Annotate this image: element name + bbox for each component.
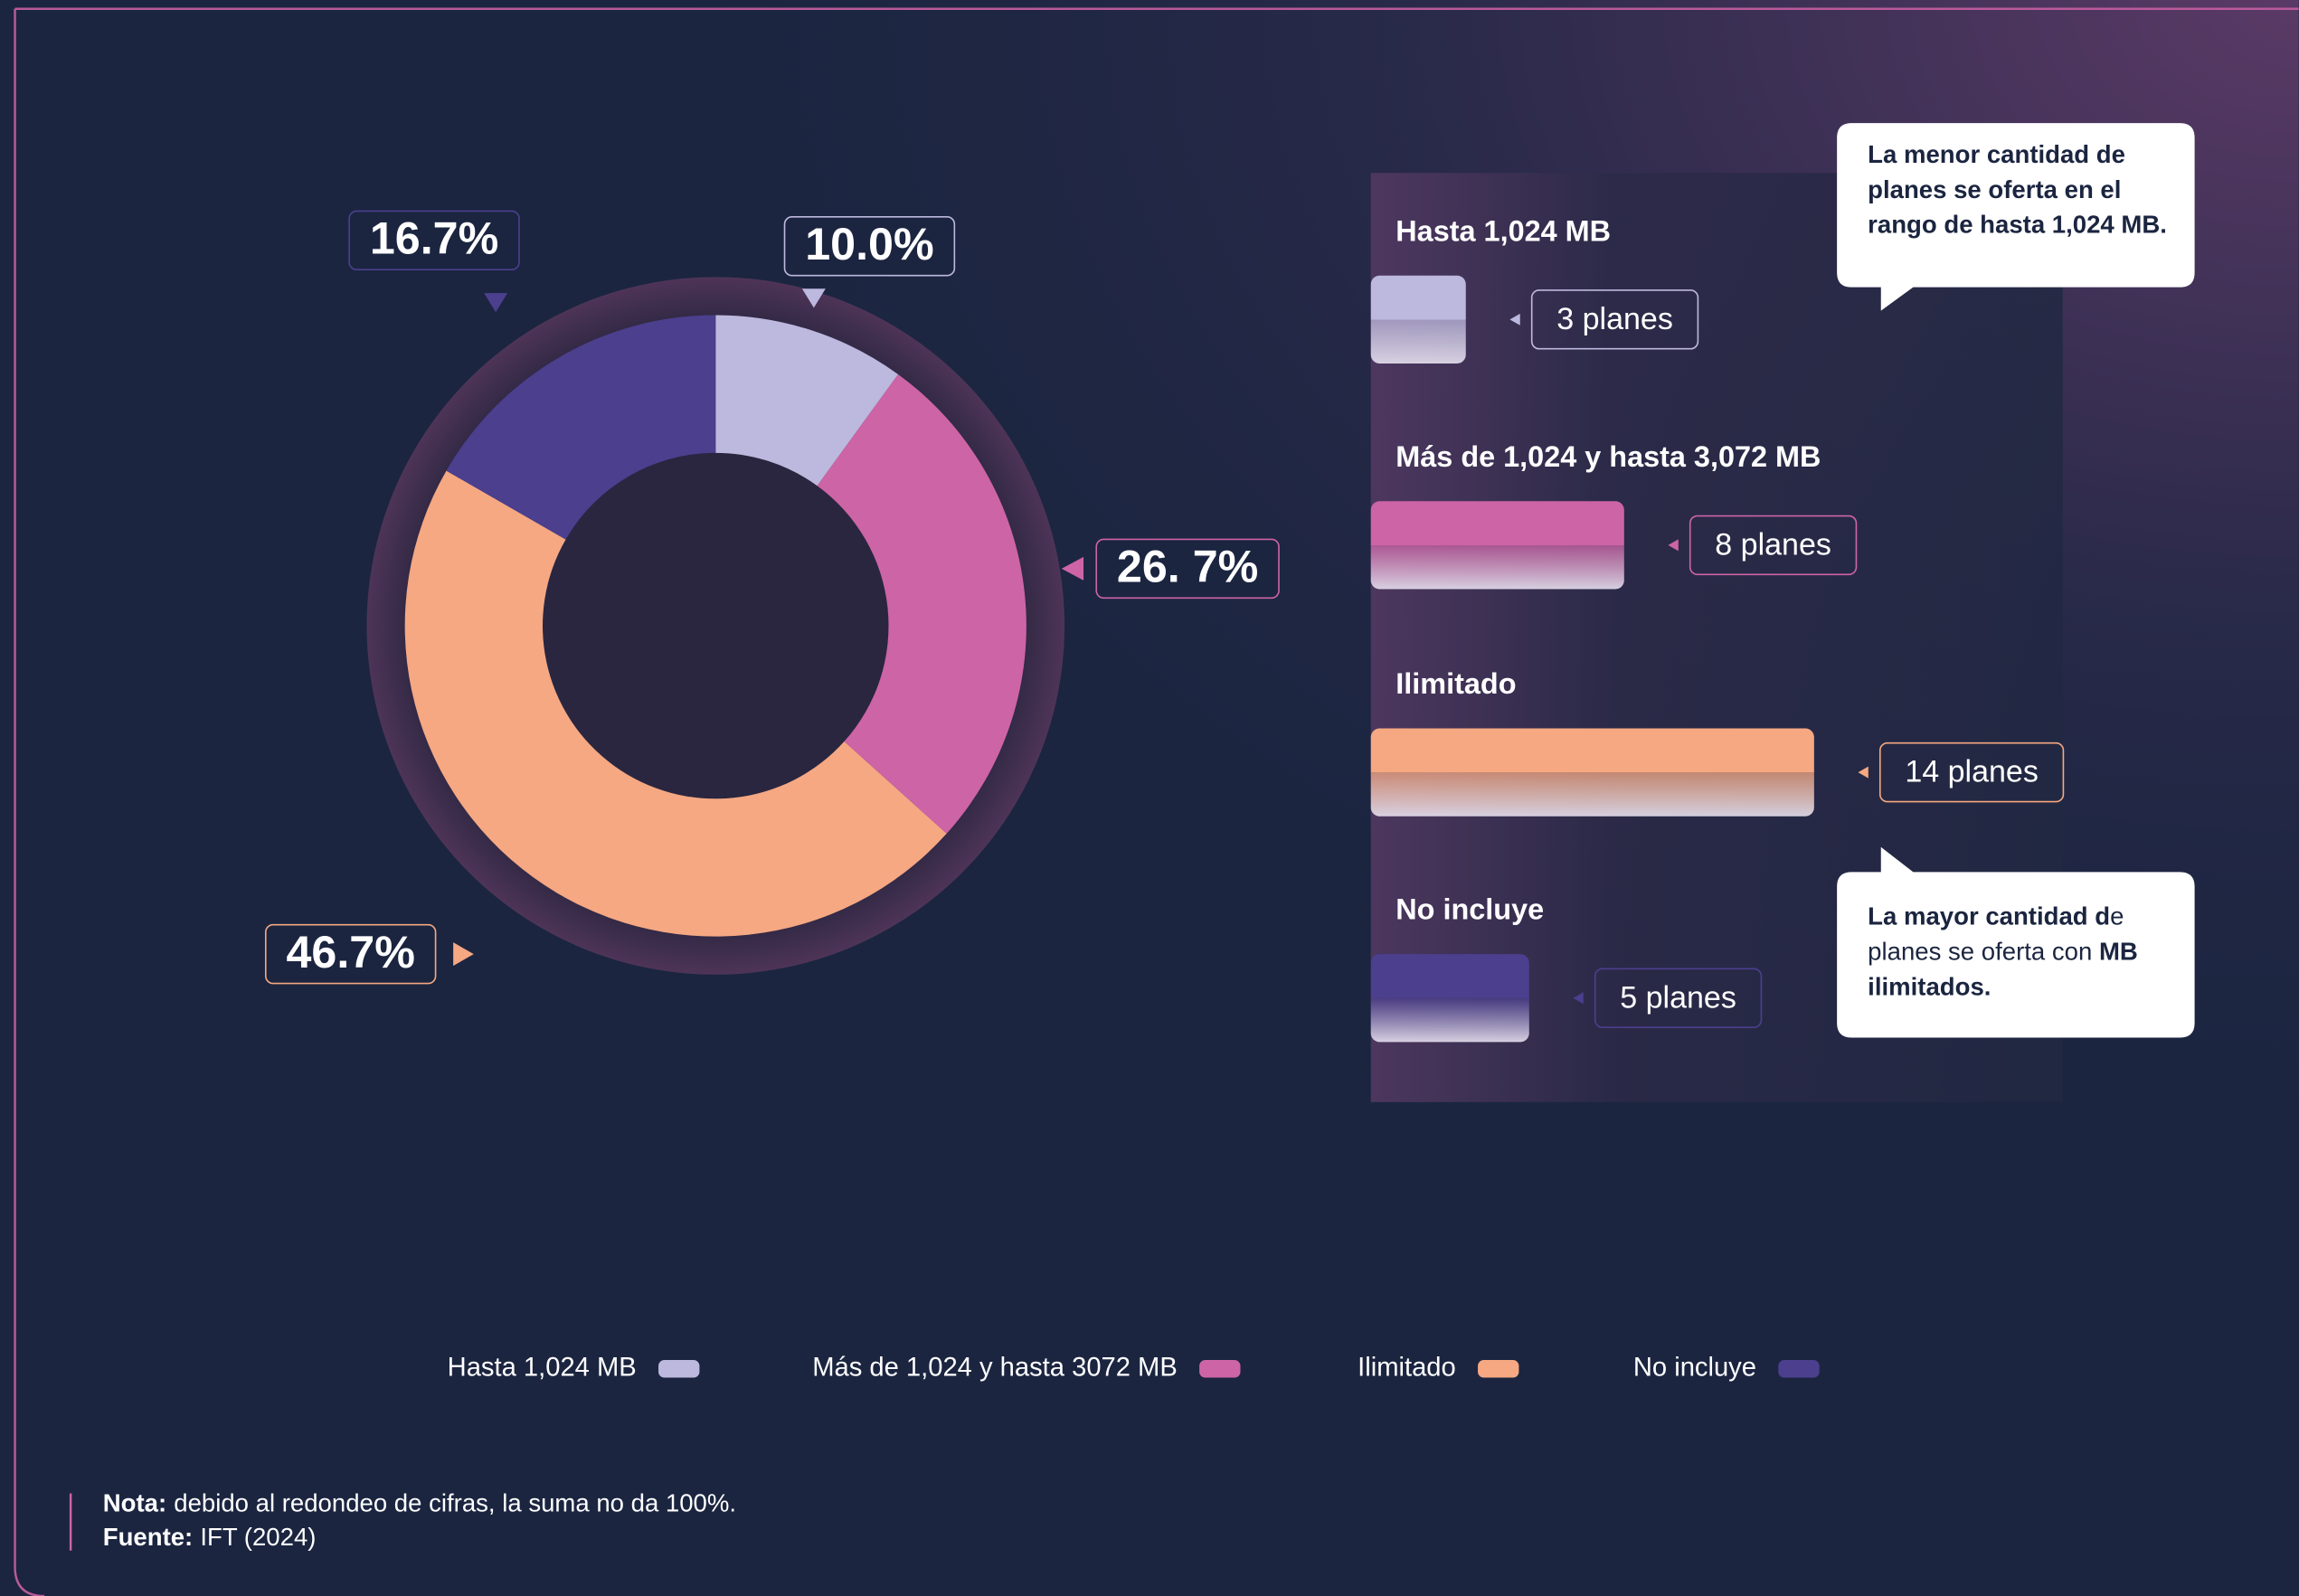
- value-label-box: [1594, 968, 1763, 1028]
- pointer: [484, 293, 508, 313]
- donut-slice: [715, 315, 899, 486]
- legend: Hasta 1,024 MB Más de 1,024 y hasta 3072 …: [448, 1353, 1820, 1382]
- callout-part: MB ilimitados.: [1868, 938, 2138, 1001]
- source: Fuente: IFT (2024): [103, 1523, 317, 1551]
- value-label-box: [1689, 515, 1858, 576]
- callout-text: La menor cantidad de planes se oferta en…: [1868, 137, 2175, 243]
- bar-category: Ilimitado: [1395, 667, 1516, 700]
- legend-swatch: [658, 1360, 700, 1378]
- bar-category: No incluye: [1395, 893, 1544, 926]
- donut-slice: [446, 315, 716, 540]
- value-label-box: [1530, 289, 1699, 350]
- bar: [1370, 954, 1529, 1043]
- donut-slice: [817, 373, 1027, 834]
- source-label: Fuente:: [103, 1523, 193, 1551]
- value-label: 46.7%: [286, 927, 414, 977]
- legend-label: Ilimitado: [1358, 1353, 1456, 1382]
- value-label-box: [1878, 741, 2065, 803]
- callout-part: e planes se oferta con: [1868, 902, 2124, 967]
- value-label: 3 planes: [1556, 302, 1673, 336]
- legend-label: Más de 1,024 y hasta 3072 MB: [812, 1353, 1178, 1382]
- donut-slice: [404, 470, 947, 937]
- pointer: [1573, 992, 1584, 1005]
- legend-label: No incluye: [1633, 1353, 1756, 1382]
- value-label-box: [1095, 538, 1280, 600]
- callout-box: [1837, 846, 2195, 1038]
- callout: La menor cantidad de planes se oferta en…: [1868, 137, 2175, 243]
- pointer: [1061, 556, 1084, 581]
- bar: [1370, 501, 1624, 590]
- value-label-box: [783, 216, 956, 277]
- note-text: debido al redondeo de cifras, la suma no…: [174, 1489, 736, 1517]
- value-label: 8 planes: [1715, 528, 1831, 562]
- note-label: Nota:: [103, 1489, 166, 1517]
- bar-category: Hasta 1,024 MB: [1395, 214, 1611, 247]
- value-label: 16.7%: [370, 213, 498, 264]
- pointer: [1509, 313, 1520, 326]
- value-label: 26. 7%: [1117, 542, 1258, 592]
- bar: [1370, 275, 1466, 364]
- value-label: 10.0%: [805, 219, 933, 269]
- callout-box: [1837, 123, 2195, 311]
- pointer: [453, 942, 474, 967]
- legend-swatch: [1778, 1360, 1820, 1378]
- legend-label: Hasta 1,024 MB: [448, 1353, 637, 1382]
- legend-swatch: [1478, 1360, 1519, 1378]
- value-label-box: [348, 210, 520, 271]
- callout: La mayor cantidad de planes se oferta co…: [1868, 900, 2175, 1006]
- donut: 10.0% 26. 7% 46.7% 16.7%: [264, 210, 1280, 985]
- pointer: [1858, 766, 1869, 779]
- callout-part: La mayor cantidad d: [1868, 902, 2111, 931]
- value-label: 5 planes: [1620, 980, 1736, 1015]
- callout-part: La menor cantidad de planes se oferta en…: [1868, 140, 2167, 240]
- bar: [1370, 728, 1814, 817]
- legend-swatch: [1199, 1360, 1241, 1378]
- value-label-box: [264, 923, 437, 985]
- source-text: IFT (2024): [200, 1523, 316, 1551]
- pointer: [801, 288, 826, 308]
- pointer: [1668, 539, 1679, 552]
- bar-category: Más de 1,024 y hasta 3,072 MB: [1395, 440, 1821, 473]
- note: Nota: debido al redondeo de cifras, la su…: [103, 1489, 736, 1517]
- value-label: 14 planes: [1905, 755, 2039, 789]
- bar-chart: Hasta 1,024 MB 3 planes Más de 1,024 y has…: [1370, 214, 2065, 1043]
- callout-text: La mayor cantidad de planes se oferta co…: [1868, 900, 2175, 1006]
